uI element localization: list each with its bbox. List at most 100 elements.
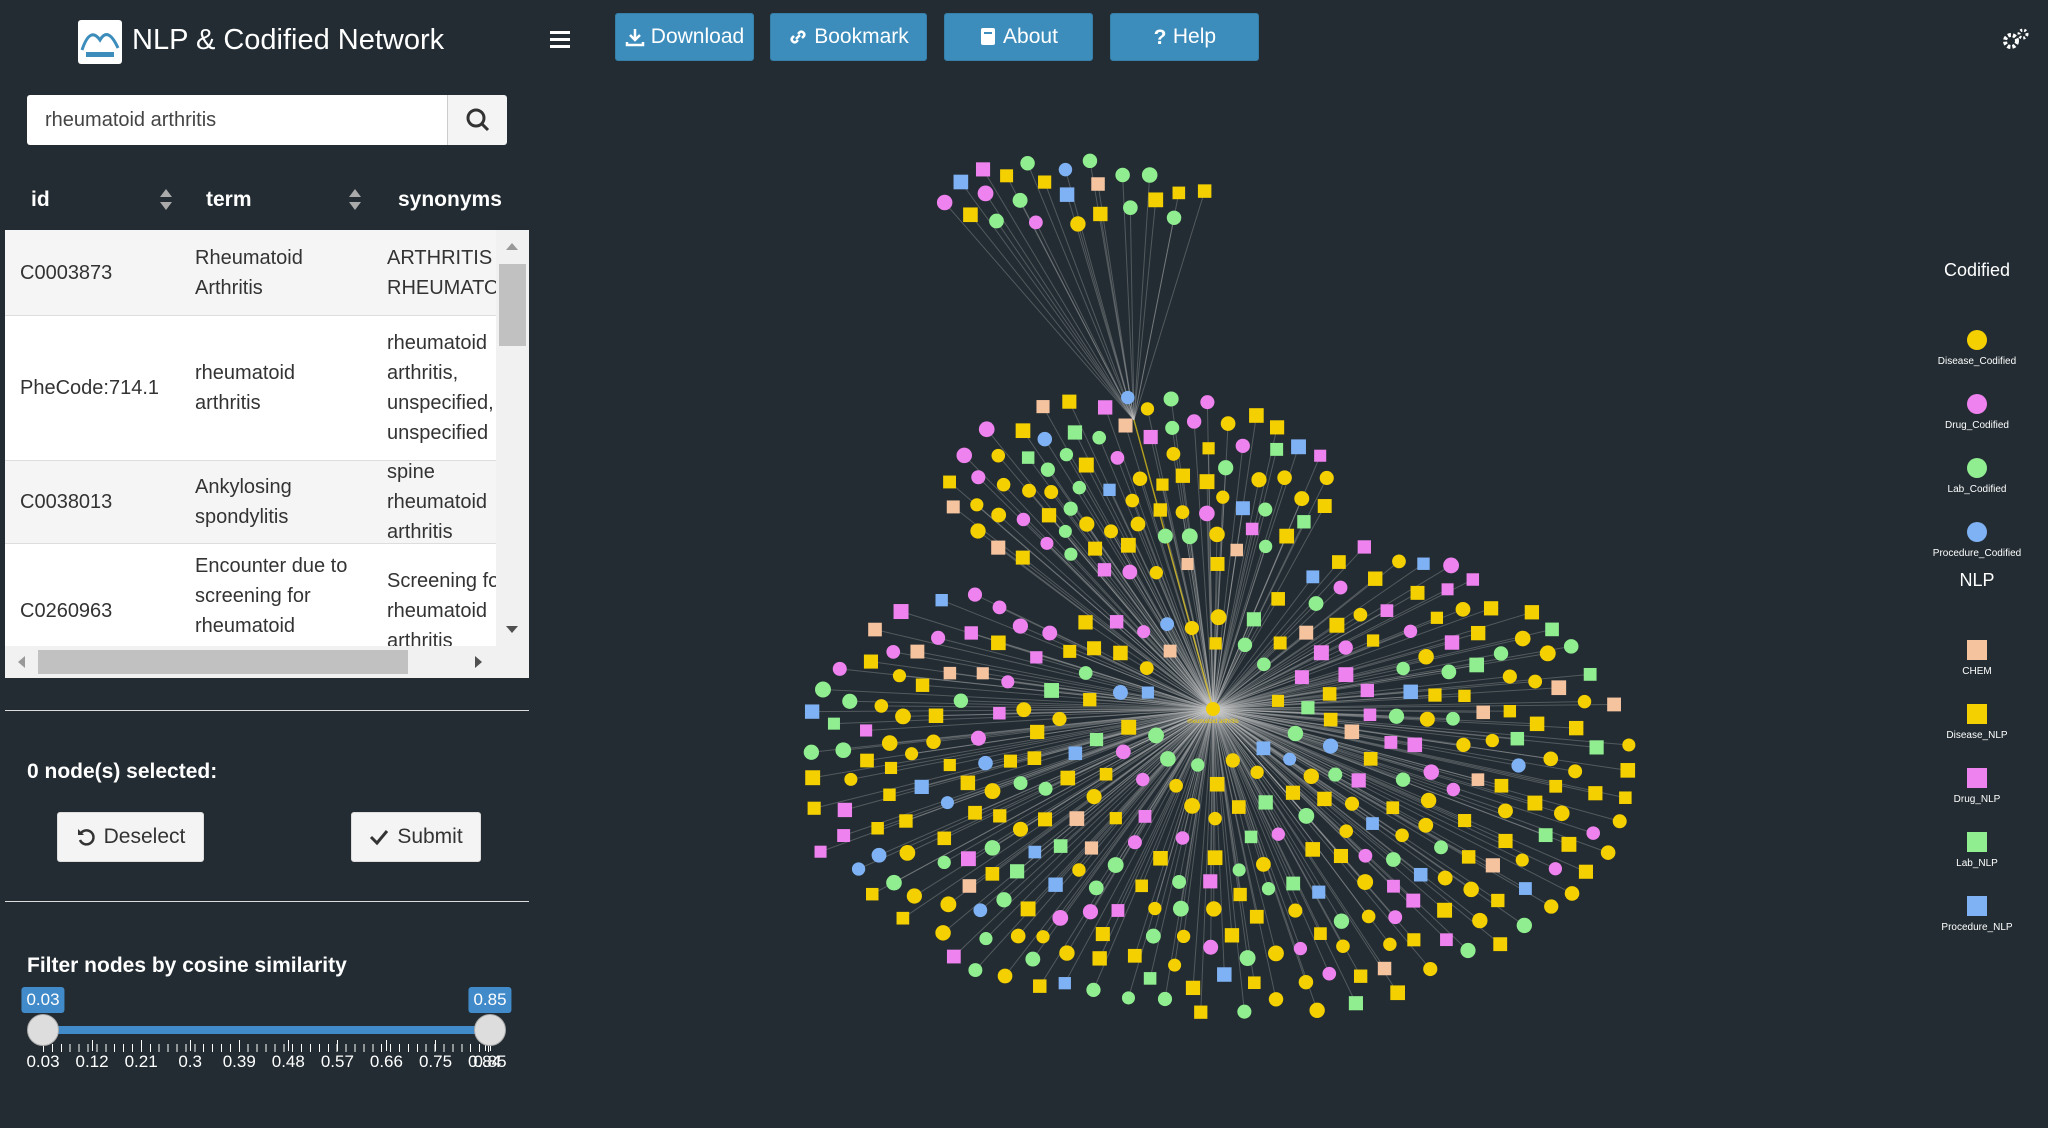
sort-icon[interactable] bbox=[346, 187, 364, 213]
network-node bbox=[1271, 694, 1285, 707]
settings-icon[interactable] bbox=[2002, 27, 2030, 51]
network-node bbox=[1366, 634, 1380, 647]
about-button[interactable]: About bbox=[944, 13, 1093, 61]
legend-swatch bbox=[1967, 768, 1987, 788]
edge bbox=[1212, 708, 1301, 949]
column-header[interactable]: term bbox=[206, 188, 252, 211]
edge bbox=[1127, 708, 1214, 999]
deselect-button[interactable]: Deselect bbox=[57, 812, 204, 862]
bookmark-button[interactable]: Bookmark bbox=[770, 13, 927, 61]
help-button[interactable]: ? Help bbox=[1110, 13, 1259, 61]
network-node bbox=[1256, 856, 1271, 872]
network-node bbox=[1030, 724, 1045, 740]
horizontal-scrollbar[interactable] bbox=[5, 646, 529, 678]
download-button[interactable]: Download bbox=[615, 13, 754, 61]
edge bbox=[970, 214, 1135, 421]
edge bbox=[1212, 642, 1281, 710]
network-node bbox=[964, 626, 978, 640]
network-node bbox=[1079, 516, 1095, 532]
network-node bbox=[1157, 991, 1173, 1007]
network-node bbox=[1110, 451, 1125, 465]
edge bbox=[985, 193, 1135, 421]
network-node bbox=[1406, 893, 1421, 908]
network-node bbox=[1166, 446, 1181, 461]
network-node bbox=[936, 194, 953, 211]
edge bbox=[1212, 708, 1523, 861]
column-header[interactable]: synonyms bbox=[398, 188, 502, 211]
network-node bbox=[886, 874, 902, 891]
network-node bbox=[1466, 573, 1480, 586]
sort-icon[interactable] bbox=[157, 187, 175, 213]
edge bbox=[937, 637, 1214, 710]
slider-handle[interactable] bbox=[27, 1014, 59, 1046]
submit-button[interactable]: Submit bbox=[351, 812, 481, 862]
network-node bbox=[1430, 611, 1444, 624]
edge bbox=[1137, 523, 1214, 710]
network-node bbox=[984, 783, 1001, 800]
edge bbox=[1212, 708, 1347, 832]
network-node bbox=[1109, 812, 1122, 825]
edge bbox=[1067, 708, 1214, 779]
search-button[interactable] bbox=[447, 95, 507, 145]
edge bbox=[1212, 708, 1330, 974]
table-row[interactable]: C0260963 Encounter due to screening for r… bbox=[5, 543, 496, 646]
network-node bbox=[1388, 910, 1403, 925]
network-node bbox=[1271, 592, 1285, 606]
network-node bbox=[837, 802, 853, 818]
network-node bbox=[804, 704, 820, 719]
vertical-scrollbar[interactable] bbox=[496, 230, 529, 646]
network-node bbox=[1001, 675, 1015, 689]
edge bbox=[1212, 546, 1365, 710]
edge bbox=[1212, 708, 1573, 894]
slider-handle[interactable] bbox=[474, 1014, 506, 1046]
network-node bbox=[1015, 423, 1031, 439]
network-node bbox=[1314, 449, 1327, 462]
table-row[interactable]: C0038013 Ankylosing spondylitis spine rheu… bbox=[5, 460, 496, 543]
network-node bbox=[1200, 395, 1215, 410]
network-node bbox=[940, 896, 957, 913]
edge bbox=[1212, 598, 1279, 710]
network-node bbox=[871, 847, 887, 863]
network-node bbox=[1309, 1002, 1325, 1018]
network-node bbox=[1306, 570, 1320, 584]
network-node bbox=[1127, 948, 1142, 963]
network-node bbox=[1333, 580, 1348, 595]
network-node bbox=[968, 805, 982, 820]
network-node bbox=[1588, 786, 1603, 801]
network-node bbox=[1319, 470, 1334, 486]
edge bbox=[1212, 708, 1234, 761]
network-node bbox=[1395, 828, 1409, 843]
legend-label: Lab_Codified bbox=[1948, 484, 2007, 495]
edge bbox=[1212, 691, 1411, 710]
edge bbox=[1028, 490, 1214, 710]
table-cell: rheumatoid arthritis bbox=[195, 362, 296, 414]
network-node bbox=[1036, 400, 1050, 414]
edge bbox=[1192, 708, 1214, 988]
slider-tick bbox=[239, 1040, 241, 1051]
network-node bbox=[971, 470, 986, 485]
table-row[interactable]: C0003873 Rheumatoid Arthritis ARTHRITIS RH… bbox=[5, 230, 496, 315]
network-node bbox=[1053, 839, 1068, 853]
edge bbox=[1007, 681, 1214, 710]
network-node bbox=[1589, 740, 1604, 755]
network-node bbox=[1207, 850, 1223, 866]
edge bbox=[1066, 194, 1135, 421]
table-row[interactable]: PheCode:714.1 rheumatoid arthritis rheumat… bbox=[5, 315, 496, 460]
network-node bbox=[1249, 408, 1264, 423]
network-node bbox=[1463, 881, 1479, 898]
network-node bbox=[1428, 688, 1442, 702]
network-node bbox=[1163, 391, 1179, 407]
search-input[interactable]: rheumatoid arthritis bbox=[27, 95, 447, 145]
column-header[interactable]: id bbox=[31, 188, 50, 211]
legend-label: Procedure_Codified bbox=[1933, 548, 2021, 559]
network-node bbox=[1312, 885, 1326, 899]
edge bbox=[1193, 421, 1214, 710]
menu-toggle[interactable] bbox=[550, 28, 572, 50]
edge bbox=[1212, 708, 1484, 713]
network-node bbox=[1620, 763, 1636, 778]
network-node bbox=[1293, 941, 1308, 956]
network-node bbox=[1250, 765, 1264, 779]
edge bbox=[1039, 708, 1214, 987]
network-node bbox=[1258, 539, 1273, 554]
network-node bbox=[940, 796, 954, 810]
